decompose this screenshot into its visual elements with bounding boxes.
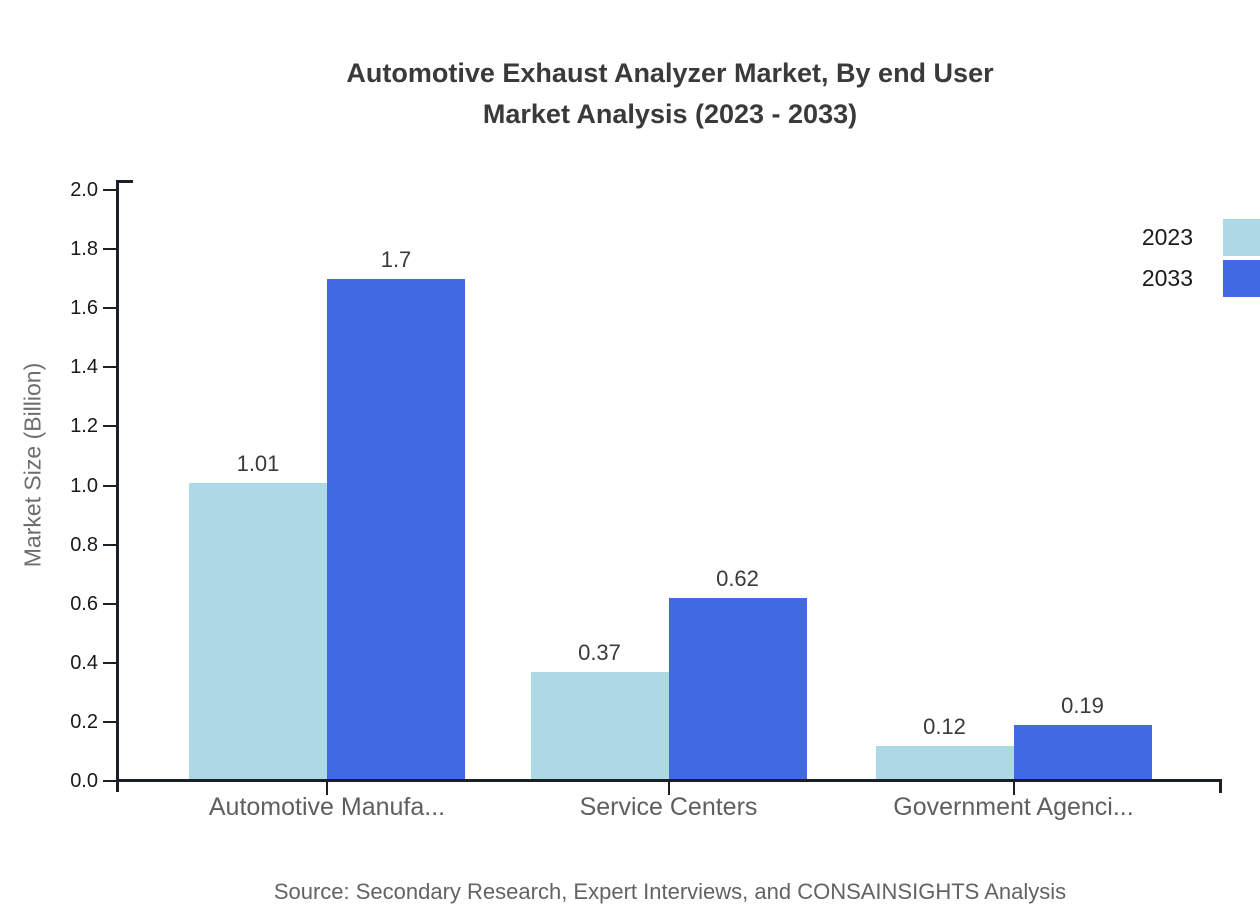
bar-2033-3 — [1013, 724, 1152, 781]
x-axis-end-cap — [1219, 779, 1222, 793]
y-tick-mark — [103, 543, 117, 546]
bar-2023-1 — [189, 482, 327, 781]
x-category-label: Government Agenci... — [893, 793, 1134, 821]
x-category-label: Automotive Manufa... — [208, 793, 446, 821]
y-tick-mark — [103, 189, 117, 191]
bar-value-label: 0.37 — [578, 639, 621, 665]
y-axis-line — [116, 180, 119, 792]
legend-label: 2023 — [1141, 224, 1193, 250]
y-tick-mark — [103, 720, 117, 723]
bar-2033-1 — [327, 278, 465, 781]
chart-title-line-1: Automotive Exhaust Analyzer Market, By e… — [346, 58, 994, 88]
y-tick-label: 1.2 — [70, 415, 98, 438]
legend-item-2023: 2023 — [1142, 219, 1260, 256]
y-tick-mark — [103, 661, 117, 664]
x-tick-mark — [1012, 782, 1015, 795]
bar-value-label: 0.12 — [923, 713, 966, 739]
bar-value-label: 0.19 — [1061, 692, 1104, 718]
y-tick-label: 1.8 — [70, 238, 98, 261]
y-tick-label: 1.0 — [70, 474, 98, 497]
legend-item-2033: 2033 — [1142, 260, 1260, 297]
x-axis-line — [116, 779, 1222, 782]
y-tick-label: 0.2 — [70, 710, 98, 733]
y-tick-mark — [103, 248, 117, 251]
x-tick-mark — [326, 782, 328, 795]
legend-swatch — [1223, 260, 1260, 297]
y-tick-label: 0.0 — [70, 770, 98, 792]
bar-2023-3 — [875, 745, 1014, 781]
y-axis-end-cap — [116, 180, 133, 183]
bar-value-label: 1.01 — [236, 450, 280, 476]
legend-swatch — [1223, 219, 1260, 256]
chart-title: Automotive Exhaust Analyzer Market, By e… — [118, 53, 1222, 135]
source-note: Source: Secondary Research, Expert Inter… — [273, 879, 1067, 904]
bar-value-label: 1.7 — [380, 246, 412, 272]
legend-label: 2033 — [1141, 265, 1193, 291]
y-tick-mark — [103, 425, 117, 428]
bar-2033-2 — [668, 597, 807, 781]
y-tick-label: 0.6 — [70, 592, 98, 615]
bar-value-label: 0.62 — [716, 565, 759, 591]
y-tick-label: 1.6 — [70, 297, 98, 320]
legend: 2023 2033 — [1142, 219, 1260, 301]
y-tick-label: 0.8 — [70, 533, 98, 556]
y-tick-mark — [103, 366, 117, 369]
bar-2023-2 — [530, 671, 669, 781]
y-tick-label: 0.4 — [70, 651, 98, 674]
y-tick-mark — [103, 484, 117, 487]
y-tick-label: 1.4 — [70, 356, 98, 379]
chart-title-line-2: Market Analysis (2023 - 2033) — [482, 99, 858, 129]
y-tick-mark — [103, 780, 117, 782]
x-category-label: Service Centers — [579, 793, 758, 821]
x-tick-mark — [667, 782, 670, 795]
y-tick-mark — [103, 307, 117, 310]
y-tick-mark — [103, 602, 117, 605]
y-tick-label: 2.0 — [70, 179, 98, 201]
